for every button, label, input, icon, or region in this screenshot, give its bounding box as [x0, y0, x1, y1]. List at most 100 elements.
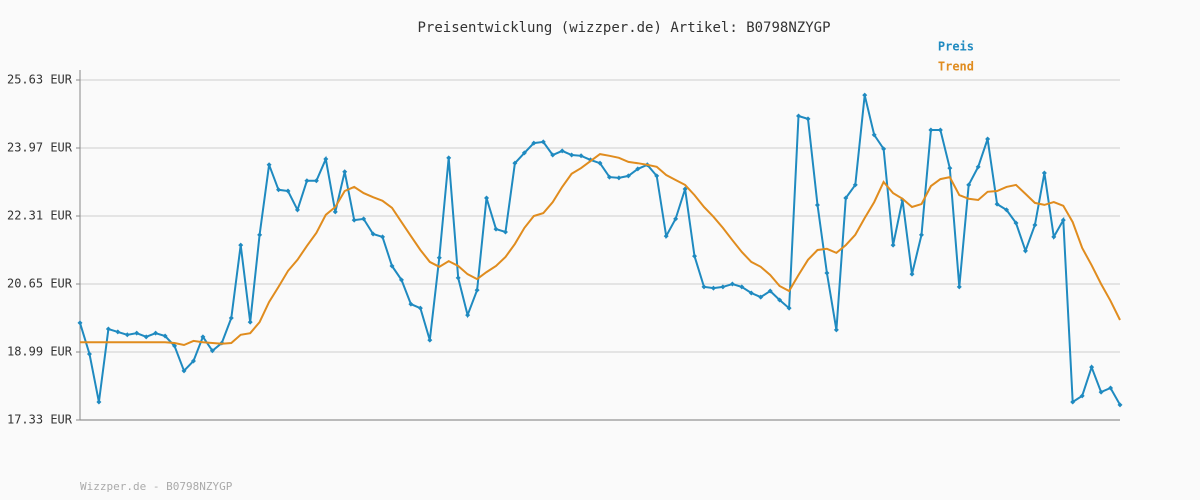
- point-marker: [1079, 393, 1085, 399]
- point-marker: [105, 326, 111, 332]
- y-tick-label: 25.63 EUR: [7, 73, 73, 87]
- point-marker: [606, 174, 612, 180]
- point-marker: [578, 153, 584, 159]
- point-marker: [162, 333, 168, 339]
- series-line: [80, 153, 1121, 347]
- point-marker: [209, 348, 215, 354]
- point-marker: [881, 146, 887, 152]
- point-marker: [398, 277, 404, 283]
- point-marker: [436, 255, 442, 261]
- point-marker: [748, 290, 754, 296]
- point-marker: [247, 319, 253, 325]
- point-marker: [380, 234, 386, 240]
- point-marker: [710, 285, 716, 291]
- point-marker: [729, 281, 735, 287]
- point-marker: [134, 330, 140, 336]
- point-marker: [96, 399, 102, 405]
- point-marker: [852, 182, 858, 188]
- point-marker: [777, 297, 783, 303]
- point-marker: [918, 232, 924, 238]
- point-marker: [531, 140, 537, 146]
- point-marker: [1032, 222, 1038, 228]
- point-marker: [502, 229, 508, 235]
- point-marker: [1089, 364, 1095, 370]
- point-marker: [758, 294, 764, 300]
- point-marker: [304, 178, 310, 184]
- point-marker: [351, 217, 357, 223]
- point-marker: [862, 92, 868, 98]
- point-marker: [455, 275, 461, 281]
- point-marker: [294, 207, 300, 213]
- point-marker: [1117, 402, 1123, 408]
- point-marker: [172, 343, 178, 349]
- point-marker: [181, 368, 187, 374]
- y-tick-label: 18.99 EUR: [7, 345, 73, 359]
- point-marker: [153, 330, 159, 336]
- point-marker: [616, 175, 622, 181]
- point-marker: [597, 160, 603, 166]
- point-marker: [796, 113, 802, 119]
- point-marker: [238, 242, 244, 248]
- y-tick-label: 17.33 EUR: [7, 413, 73, 427]
- point-marker: [389, 263, 395, 269]
- point-marker: [323, 156, 329, 162]
- point-marker: [1004, 207, 1010, 213]
- point-marker: [1070, 399, 1076, 405]
- point-marker: [843, 195, 849, 201]
- point-marker: [994, 201, 1000, 207]
- point-marker: [833, 327, 839, 333]
- point-marker: [569, 152, 575, 158]
- point-marker: [143, 334, 149, 340]
- point-marker: [408, 301, 414, 307]
- point-marker: [427, 337, 433, 343]
- point-marker: [1022, 248, 1028, 254]
- point-marker: [937, 127, 943, 133]
- point-marker: [692, 253, 698, 259]
- point-marker: [342, 169, 348, 175]
- point-marker: [720, 284, 726, 290]
- point-marker: [257, 232, 263, 238]
- point-marker: [465, 312, 471, 318]
- point-marker: [625, 173, 631, 179]
- legend-label: Preis: [938, 40, 974, 54]
- point-marker: [190, 358, 196, 364]
- y-tick-label: 22.31 EUR: [7, 209, 73, 223]
- point-marker: [285, 188, 291, 194]
- point-marker: [77, 320, 83, 326]
- legend-label: Trend: [938, 60, 974, 74]
- point-marker: [1060, 217, 1066, 223]
- point-marker: [276, 187, 282, 193]
- point-marker: [115, 329, 121, 335]
- point-marker: [909, 271, 915, 277]
- point-marker: [928, 127, 934, 133]
- point-marker: [663, 233, 669, 239]
- point-marker: [1051, 234, 1057, 240]
- point-marker: [654, 173, 660, 179]
- y-tick-label: 20.65 EUR: [7, 277, 73, 291]
- chart-title: Preisentwicklung (wizzper.de) Artikel: B…: [417, 20, 830, 36]
- point-marker: [947, 165, 953, 171]
- point-marker: [332, 209, 338, 215]
- point-marker: [786, 305, 792, 311]
- point-marker: [370, 231, 376, 237]
- point-marker: [1041, 170, 1047, 176]
- point-marker: [635, 166, 641, 172]
- point-marker: [124, 332, 130, 338]
- point-marker: [1108, 385, 1114, 391]
- point-marker: [673, 216, 679, 222]
- point-marker: [805, 116, 811, 122]
- point-marker: [985, 136, 991, 142]
- point-marker: [446, 155, 452, 161]
- point-marker: [313, 178, 319, 184]
- point-marker: [550, 152, 556, 158]
- source: Wizzper.de - B0798NZYGP: [80, 480, 233, 493]
- point-marker: [512, 160, 518, 166]
- point-marker: [361, 216, 367, 222]
- point-marker: [474, 287, 480, 293]
- point-marker: [739, 284, 745, 290]
- point-marker: [824, 270, 830, 276]
- point-marker: [890, 242, 896, 248]
- point-marker: [956, 284, 962, 290]
